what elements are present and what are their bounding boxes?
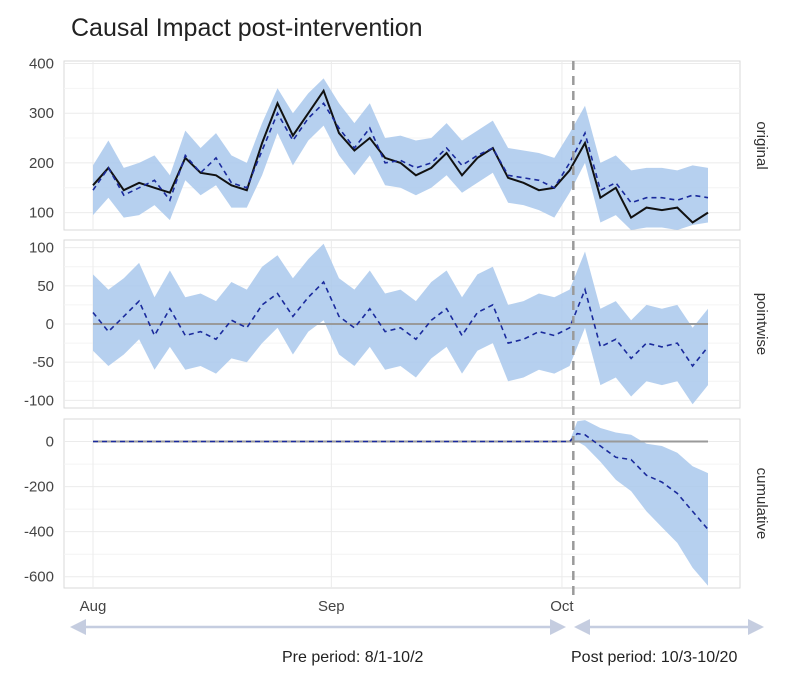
y-tick-label: 200 <box>29 155 54 172</box>
y-tick-label: 50 <box>37 278 54 295</box>
post-period-arrow-head-left <box>574 619 590 635</box>
panel-strip-label: original <box>753 121 770 169</box>
y-tick-label: -600 <box>24 569 54 586</box>
pre-period-label: Pre period: 8/1-10/2 <box>282 649 424 666</box>
pre-period-arrow-head-left <box>70 619 86 635</box>
pre-period-arrow-head-right <box>550 619 566 635</box>
y-tick-label: -200 <box>24 479 54 496</box>
x-tick-label: Oct <box>550 598 574 615</box>
panel-strip-label: pointwise <box>753 293 770 356</box>
panel-pointwise: -100 -50 0 50 100 pointwise <box>24 239 770 409</box>
y-tick-label: -50 <box>32 354 54 371</box>
post-period-label: Post period: 10/3-10/20 <box>571 649 737 666</box>
y-tick-label: 0 <box>46 434 54 451</box>
post-period-arrow <box>574 619 764 635</box>
y-tick-label: -100 <box>24 392 54 409</box>
predicted-series-line <box>92 280 709 368</box>
predicted-series-line <box>92 102 709 204</box>
y-tick-label: 400 <box>29 55 54 72</box>
predicted-series-line <box>93 432 709 530</box>
x-tick-label: Sep <box>318 598 345 615</box>
y-tick-label: 100 <box>29 240 54 257</box>
plot-area <box>93 420 709 586</box>
y-tick-label: 300 <box>29 105 54 122</box>
panel-original: 100 200 300 400 original <box>29 55 770 231</box>
panel-strip-label: cumulative <box>753 468 770 540</box>
confidence-band <box>93 78 708 230</box>
plot-area <box>92 78 709 230</box>
chart-title: Causal Impact post-intervention <box>71 14 423 42</box>
y-tick-label: 100 <box>29 205 54 222</box>
y-tick-label: -400 <box>24 524 54 541</box>
x-tick-label: Aug <box>80 598 107 615</box>
pre-period-arrow <box>70 619 566 635</box>
plot-area <box>92 243 709 405</box>
panel-cumulative: -600 -400 -200 0 cumulative <box>24 418 770 589</box>
post-period-arrow-head-right <box>748 619 764 635</box>
y-tick-label: 0 <box>46 316 54 333</box>
